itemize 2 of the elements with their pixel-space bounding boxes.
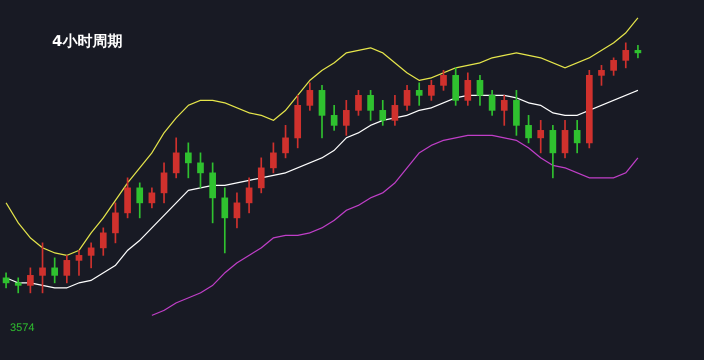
text: 3574 <box>10 322 34 334</box>
chart-title: 4小时周期 <box>52 32 122 51</box>
